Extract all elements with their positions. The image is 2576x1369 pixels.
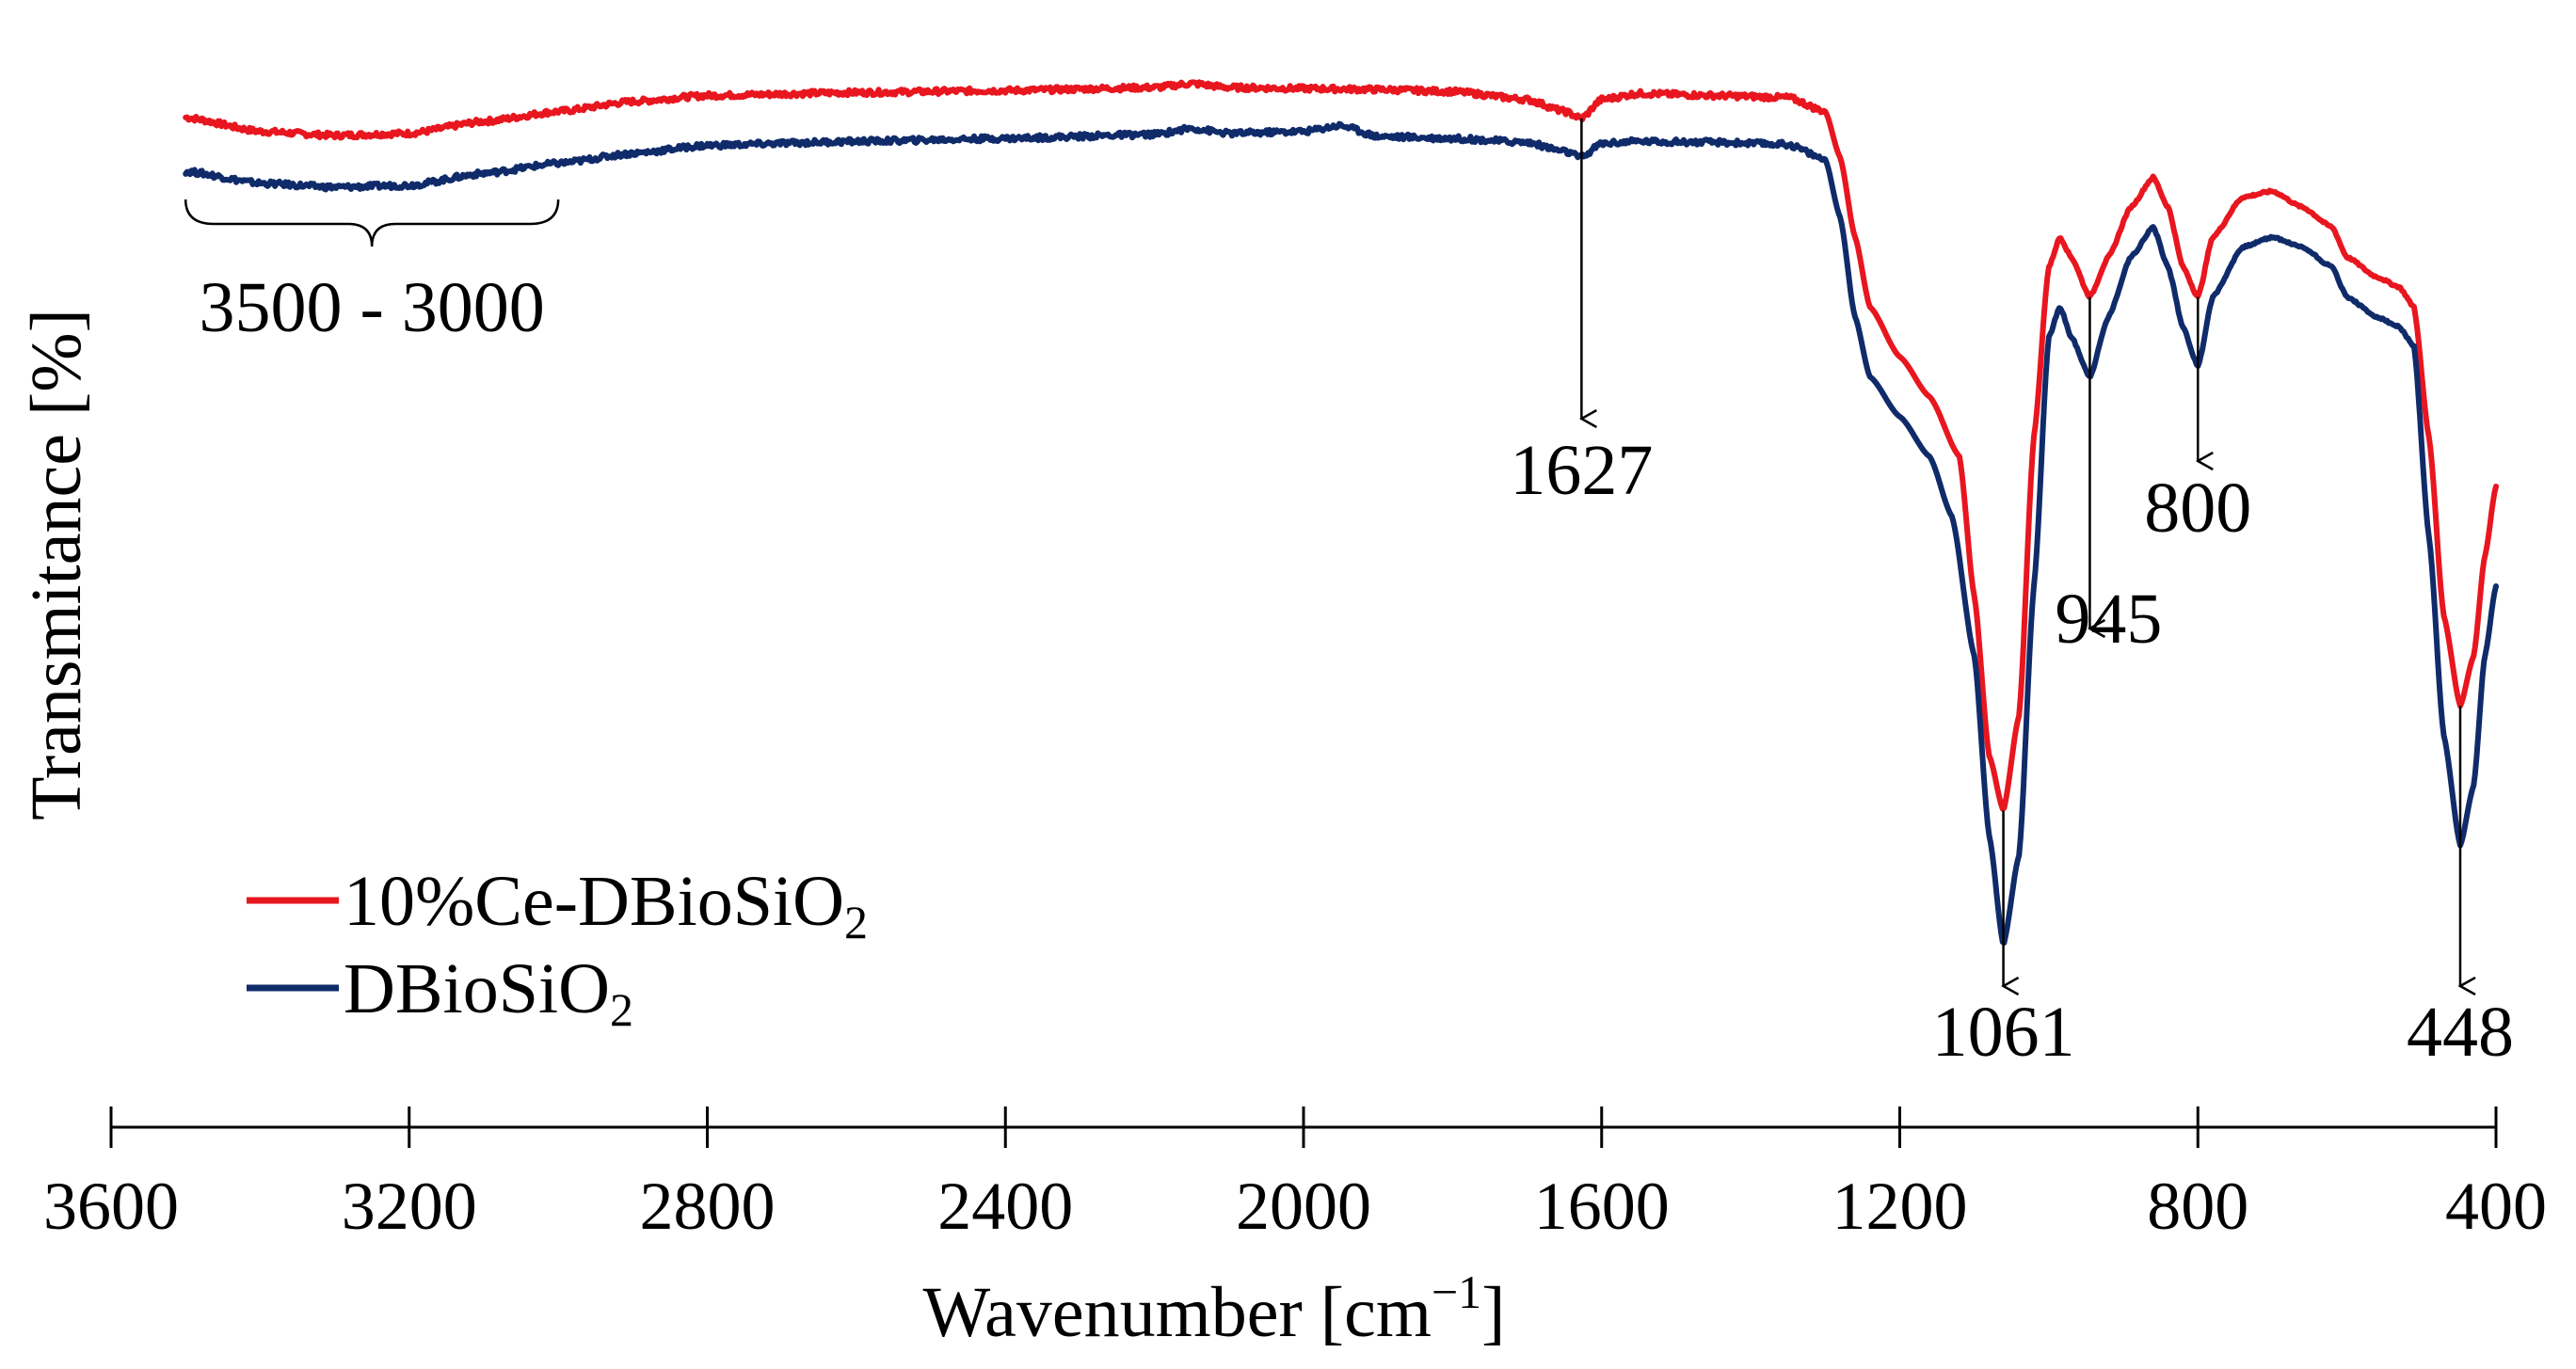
x-tick-label: 800 [2147,1169,2248,1244]
peak-label-448: 448 [2407,993,2514,1072]
x-axis-title-superscript: −1 [1432,1266,1481,1318]
x-tick-label: 3200 [342,1169,477,1244]
x-axis-title-main: Wavenumber [cm [923,1273,1432,1352]
x-axis: 3600 3200 2800 2400 2000 1600 1200 800 400 [43,1106,2547,1244]
legend-label-10ce-main: 10%Ce-DBioSiO [344,862,844,941]
x-tick-label: 2800 [640,1169,776,1244]
x-axis-title-close: ] [1481,1273,1505,1352]
legend-label-dbiosio2-main: DBioSiO [344,949,610,1028]
x-tick-label: 1200 [1832,1169,1968,1244]
legend-label-10ce-sub: 2 [844,896,868,948]
series-line-10ce-dbiosio2 [183,79,2499,812]
legend-label-dbiosio2-sub: 2 [610,983,633,1036]
annotation-layer: 3500 - 3000 1627 1061 945 800 448 [184,118,2514,1072]
x-tick-label: 400 [2445,1169,2547,1244]
peak-label-1061: 1061 [1932,993,2075,1072]
peak-label-1627: 1627 [1510,431,1653,510]
y-axis-title: Transmitance [%] [17,309,96,820]
peak-label-945: 945 [2055,580,2162,659]
x-tick-label: 1600 [1534,1169,1670,1244]
legend-label-dbiosio2: DBioSiO2 [344,949,633,1036]
x-tick-label: 2000 [1236,1169,1371,1244]
annotation-label-brace: 3500 - 3000 [200,268,545,347]
series-line-dbiosio2 [183,120,2499,946]
x-tick-label: 3600 [43,1169,179,1244]
x-axis-title: Wavenumber [cm−1] [923,1266,1506,1352]
peak-label-800: 800 [2144,469,2251,548]
brace-3500-3000 [184,199,560,247]
legend: 10%Ce-DBioSiO2 DBioSiO2 [247,862,868,1036]
legend-label-10ce: 10%Ce-DBioSiO2 [344,862,868,948]
series-layer [183,79,2499,946]
x-tick-label: 2400 [937,1169,1073,1244]
